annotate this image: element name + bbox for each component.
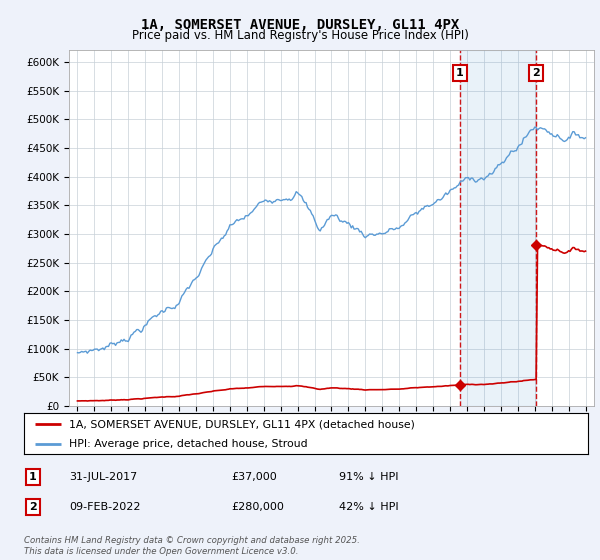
Text: £37,000: £37,000 [231,472,277,482]
Text: 31-JUL-2017: 31-JUL-2017 [69,472,137,482]
Text: 1: 1 [456,68,464,78]
Text: 1: 1 [29,472,37,482]
Text: 09-FEB-2022: 09-FEB-2022 [69,502,140,512]
Text: 1A, SOMERSET AVENUE, DURSLEY, GL11 4PX (detached house): 1A, SOMERSET AVENUE, DURSLEY, GL11 4PX (… [69,419,415,429]
Text: Price paid vs. HM Land Registry's House Price Index (HPI): Price paid vs. HM Land Registry's House … [131,29,469,42]
Text: £280,000: £280,000 [231,502,284,512]
Bar [460,50,536,406]
Text: Contains HM Land Registry data © Crown copyright and database right 2025.
This d: Contains HM Land Registry data © Crown c… [24,536,360,556]
Text: 91% ↓ HPI: 91% ↓ HPI [339,472,398,482]
Text: 2: 2 [29,502,37,512]
Text: 42% ↓ HPI: 42% ↓ HPI [339,502,398,512]
Text: HPI: Average price, detached house, Stroud: HPI: Average price, detached house, Stro… [69,438,308,449]
Text: 1A, SOMERSET AVENUE, DURSLEY, GL11 4PX: 1A, SOMERSET AVENUE, DURSLEY, GL11 4PX [141,18,459,32]
Text: 2: 2 [533,68,540,78]
